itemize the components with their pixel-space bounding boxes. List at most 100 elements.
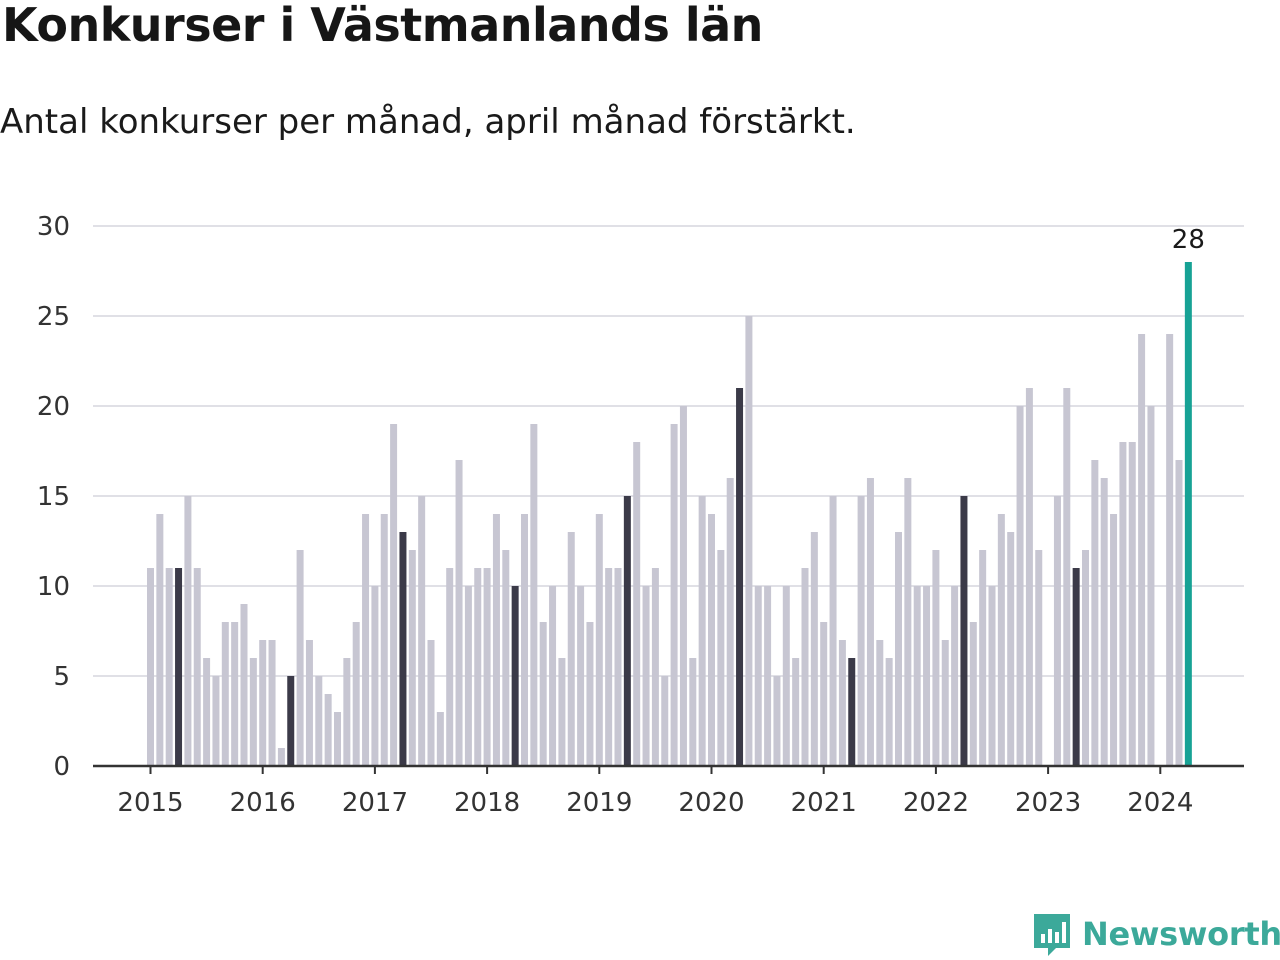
bar [296,550,304,766]
x-tick-label: 2019 [566,788,632,818]
bar [259,640,267,766]
bar [268,640,276,766]
bar [474,568,482,766]
x-tick-label: 2024 [1127,788,1193,818]
bar [745,316,753,766]
y-tick-label: 25 [37,302,70,332]
bar [193,568,201,766]
bar [1091,460,1099,766]
bar [184,496,192,766]
x-tick-label: 2020 [678,788,744,818]
bar [866,478,874,766]
bar [1035,550,1043,766]
x-tick-label: 2018 [454,788,520,818]
y-tick-label: 20 [37,392,70,422]
bar [820,622,828,766]
bar [1110,514,1118,766]
bar [913,586,921,766]
bar [1166,334,1174,766]
bar [1119,442,1127,766]
bar [549,586,557,766]
newsworthy-logo-icon [1034,914,1070,956]
bar [633,442,641,766]
bar [352,622,360,766]
bar [951,586,959,766]
bar [231,622,239,766]
bar [661,676,669,766]
bar [885,658,893,766]
x-tick-label: 2017 [342,788,408,818]
bar-april [175,568,183,766]
bar [315,676,323,766]
bar-april [511,586,519,766]
bar [969,622,977,766]
bar-april [960,496,968,766]
bar [1147,406,1155,766]
bar [717,550,725,766]
bar [408,550,416,766]
bar-april [736,388,744,766]
bar [876,640,884,766]
bar [1025,388,1033,766]
bar [165,568,173,766]
bar-april [623,496,631,766]
bar [436,712,444,766]
bar [895,532,902,766]
bar [212,676,220,766]
bar [324,694,332,766]
bar [502,550,510,766]
bar [492,514,500,766]
bar [698,496,706,766]
bar [997,514,1005,766]
bar [642,586,650,766]
bar-april [399,532,407,766]
bar [1082,550,1089,766]
bar [857,496,865,766]
bar [708,514,715,766]
bar [764,586,772,766]
chart-title: Konkurser i Västmanlands län [2,0,763,52]
bar [390,424,398,766]
bar [305,640,313,766]
bar [1007,532,1015,766]
bar [670,424,678,766]
bar [249,658,257,766]
bar [773,676,781,766]
bar [605,568,613,766]
y-tick-label: 10 [37,572,70,602]
chart-subtitle: Antal konkurser per månad, april månad f… [0,102,856,142]
bar [1138,334,1146,766]
bar [1053,496,1061,766]
bar [586,622,594,766]
bar [1100,478,1108,766]
bar [1063,388,1071,766]
brand-name: Newsworthy [1082,915,1280,953]
bar-chart: 0 5 10 15 20 25 30 28 2015 2016 2017 2018 2019 2020 20… [37,212,1244,818]
bar [782,586,790,766]
bar [530,424,538,766]
x-tick-label: 2021 [791,788,857,818]
bar [689,658,697,766]
bar [801,568,809,766]
bar [455,460,463,766]
bar [277,748,285,766]
bar [614,568,622,766]
bar [147,568,154,766]
bar-april [1072,568,1080,766]
bar [754,586,762,766]
bar [567,532,575,766]
bar [427,640,435,766]
bar [810,532,818,766]
bar [838,640,846,766]
x-tick-label: 2022 [903,788,969,818]
bar [446,568,454,766]
x-tick-label: 2015 [117,788,183,818]
newsworthy-logo: Newsworthy [1032,910,1280,958]
bar [726,478,734,766]
y-tick-label: 5 [53,662,70,692]
bar [1016,406,1024,766]
bar [371,586,379,766]
bar [595,514,603,766]
bar [240,604,248,766]
bar [577,586,585,766]
